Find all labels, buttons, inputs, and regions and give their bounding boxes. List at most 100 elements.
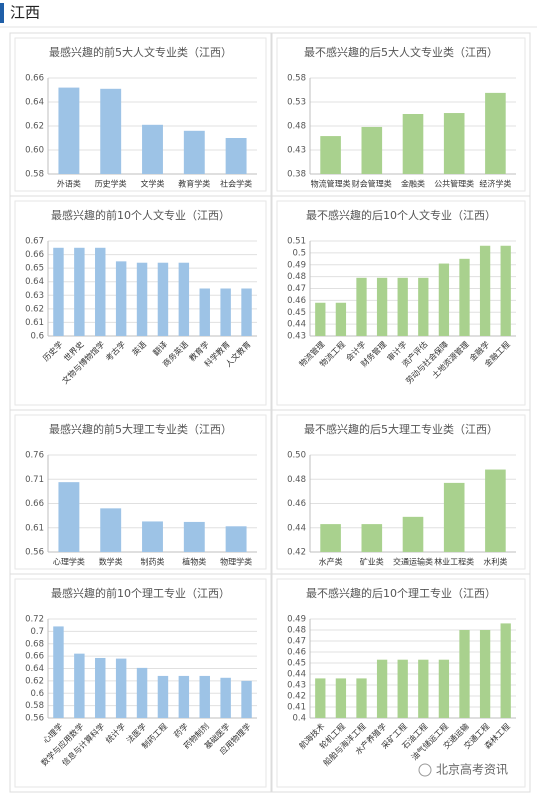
bar bbox=[356, 277, 367, 336]
y-tick-label: 0.4 bbox=[292, 714, 306, 724]
bar bbox=[335, 302, 347, 336]
bar bbox=[315, 302, 326, 336]
y-tick-label: 0.48 bbox=[287, 626, 306, 636]
bar bbox=[438, 659, 450, 718]
y-tick-label: 0.58 bbox=[25, 170, 44, 180]
y-tick-label: 0.47 bbox=[287, 637, 306, 647]
bar bbox=[500, 623, 511, 718]
chart-area bbox=[14, 414, 267, 570]
bar bbox=[95, 657, 106, 718]
y-tick-label: 0.67 bbox=[25, 237, 44, 247]
bar bbox=[74, 247, 85, 336]
bar bbox=[459, 630, 470, 718]
y-tick-label: 0.71 bbox=[25, 475, 44, 485]
y-tick-label: 0.63 bbox=[25, 291, 44, 301]
bar bbox=[58, 87, 80, 174]
chart-area bbox=[276, 37, 526, 192]
y-tick-label: 0.53 bbox=[287, 98, 306, 108]
y-tick-label: 0.58 bbox=[287, 74, 306, 84]
x-tick-label: 制药类 bbox=[141, 557, 165, 567]
y-tick-label: 0.68 bbox=[25, 639, 44, 649]
bar bbox=[335, 678, 347, 718]
bar bbox=[157, 262, 169, 336]
y-tick-label: 0.56 bbox=[25, 548, 44, 558]
chart-area bbox=[276, 200, 526, 406]
x-tick-label: 物理学类 bbox=[220, 557, 252, 567]
y-tick-label: 0.61 bbox=[25, 318, 44, 328]
bar bbox=[361, 524, 383, 552]
bar bbox=[53, 626, 64, 718]
y-tick-label: 0.43 bbox=[287, 146, 306, 156]
y-tick-label: 0.45 bbox=[287, 659, 306, 669]
y-tick-label: 0.65 bbox=[25, 264, 44, 274]
y-tick-label: 0.42 bbox=[287, 548, 306, 558]
x-tick-label: 教育学类 bbox=[178, 179, 210, 189]
chart-title: 最不感兴趣的后10个理工专业（江西） bbox=[306, 586, 496, 600]
bar bbox=[100, 508, 122, 552]
bar bbox=[53, 247, 64, 336]
chart-title: 最感兴趣的前10个人文专业（江西） bbox=[51, 208, 230, 222]
chart-title: 最不感兴趣的后5大理工专业类（江西） bbox=[304, 422, 498, 436]
bar bbox=[142, 124, 163, 174]
x-tick-label: 林业工程类 bbox=[434, 557, 474, 567]
x-tick-label: 经济学类 bbox=[479, 179, 511, 189]
bar bbox=[142, 521, 163, 552]
bar bbox=[183, 521, 205, 552]
x-tick-label: 历史学类 bbox=[95, 179, 127, 189]
bar bbox=[397, 659, 408, 718]
bar bbox=[402, 516, 424, 552]
y-tick-label: 0.56 bbox=[25, 714, 44, 724]
y-tick-label: 0.5 bbox=[292, 248, 306, 258]
y-tick-label: 0.45 bbox=[287, 308, 306, 318]
y-tick-label: 0.48 bbox=[287, 475, 306, 485]
header-bar bbox=[0, 3, 4, 23]
y-tick-label: 0.64 bbox=[25, 664, 44, 674]
bar bbox=[199, 288, 210, 336]
charts: 最感兴趣的前5大人文专业类（江西） 0.58 0.60 0.62 0.64 0.66 外语类… bbox=[9, 32, 531, 793]
bar bbox=[438, 263, 450, 336]
y-tick-label: 0.66 bbox=[25, 499, 44, 509]
bar bbox=[225, 526, 247, 552]
chart-title: 最不感兴趣的后10个人文专业（江西） bbox=[306, 208, 496, 222]
y-tick-label: 0.76 bbox=[25, 451, 44, 461]
y-tick-label: 0.50 bbox=[287, 451, 306, 461]
y-tick-label: 0.58 bbox=[25, 701, 44, 711]
bar bbox=[178, 262, 190, 336]
chart-title: 最感兴趣的前10个理工专业（江西） bbox=[51, 586, 230, 600]
bar bbox=[115, 658, 127, 718]
bar bbox=[459, 258, 470, 336]
bar bbox=[320, 524, 341, 552]
watermark: 北京高考资讯 bbox=[436, 762, 508, 777]
chart-title: 最感兴趣的前5大理工专业类（江西） bbox=[49, 422, 232, 436]
x-tick-label: 外语类 bbox=[57, 179, 81, 189]
x-tick-label: 心理学类 bbox=[53, 557, 85, 567]
x-tick-label: 文学类 bbox=[141, 179, 165, 189]
y-tick-label: 0.43 bbox=[287, 681, 306, 691]
x-tick-label: 数学类 bbox=[99, 557, 123, 567]
bar bbox=[178, 675, 190, 718]
x-tick-label: 物流管理类 bbox=[311, 179, 351, 189]
y-tick-label: 0.43 bbox=[287, 332, 306, 342]
bar bbox=[74, 653, 85, 718]
y-tick-label: 0.49 bbox=[287, 615, 306, 625]
bar bbox=[58, 482, 80, 552]
x-tick-label: 社会学类 bbox=[220, 179, 252, 189]
bar bbox=[485, 92, 506, 174]
y-tick-label: 0.38 bbox=[287, 170, 306, 180]
header-title: 江西 bbox=[10, 4, 40, 22]
bar bbox=[183, 130, 205, 174]
y-tick-label: 0.44 bbox=[287, 320, 306, 330]
bar bbox=[136, 262, 148, 336]
y-tick-label: 0.64 bbox=[25, 277, 44, 287]
chart-area bbox=[14, 37, 267, 192]
y-tick-label: 0.48 bbox=[287, 122, 306, 132]
bar bbox=[100, 88, 122, 174]
x-tick-label: 财会管理类 bbox=[352, 179, 392, 189]
y-tick-label: 0.60 bbox=[25, 146, 44, 156]
bar bbox=[418, 659, 429, 718]
bar bbox=[361, 126, 383, 174]
bar bbox=[225, 138, 247, 174]
x-tick-label: 金融类 bbox=[401, 179, 425, 189]
y-tick-label: 0.46 bbox=[287, 648, 306, 658]
bar bbox=[376, 659, 388, 718]
